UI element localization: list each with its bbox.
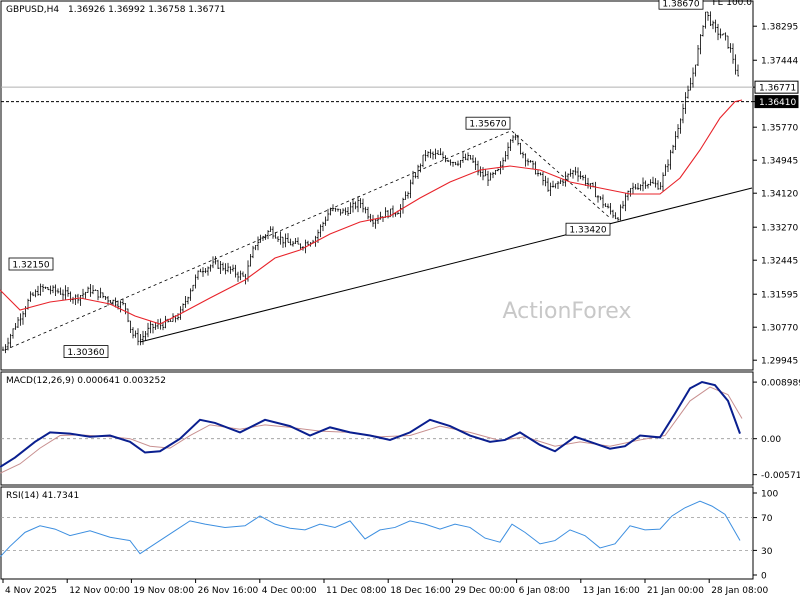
annotation-label: 1.33420 [565, 222, 611, 236]
annotation-box [63, 345, 109, 359]
time-axis-label: 6 Jan 08:00 [519, 586, 571, 596]
macd-signal-line [0, 386, 743, 474]
price-axis-label: 1.34945 [761, 157, 798, 167]
watermark: ActionForex [503, 299, 632, 324]
channel-dashed-line-1 [4, 130, 511, 351]
annotation-box [658, 0, 704, 10]
price-layer: 1.38670 1.35670 1.33420 1.32150 1.30360 [0, 0, 753, 358]
macd-main-line [0, 380, 741, 468]
time-axis-label: 28 Jan 08:00 [711, 586, 768, 596]
rsi-layer [0, 500, 753, 558]
annotation-label: 1.38670 [658, 0, 704, 10]
price-axis-label: 1.38295 [761, 23, 798, 33]
macd-title: MACD(12,26,9) 0.000641 0.003252 [6, 376, 166, 386]
annotation-text: 1.38670 [662, 0, 699, 10]
price-axis-label: 1.35770 [761, 124, 798, 134]
price-axis-label: 1.30770 [761, 324, 798, 334]
time-axis-label: 21 Jan 00:00 [647, 586, 704, 596]
price-axis-label: 1.29945 [761, 357, 798, 367]
macd-axis-label: -0.005715 [761, 471, 800, 481]
price-axis-label: 1.33270 [761, 224, 798, 234]
time-axis-label: 26 Nov 16:00 [198, 586, 259, 596]
price-panel-frame [0, 0, 754, 371]
annotation-box [8, 257, 54, 271]
symbol-label: GBPUSD,H4 1.36926 1.36992 1.36758 1.3677… [6, 5, 226, 15]
annotation-label: 1.30360 [63, 345, 109, 359]
symbol-text: GBPUSD,H4 [6, 5, 59, 15]
level-price-label: 1.36410 [759, 98, 796, 108]
price-axis-label: 1.34120 [761, 190, 798, 200]
current-price-label: 1.36771 [759, 84, 796, 94]
current-price-tag [754, 80, 799, 94]
macd-layer [0, 380, 753, 474]
macd-axis-label: 0.00 [761, 435, 781, 445]
rsi-axis-label: 30 [761, 547, 773, 557]
rsi-axis-label: 70 [761, 514, 773, 524]
price-axis-label: 1.32445 [761, 257, 798, 267]
rsi-axis-label: 0 [761, 572, 767, 582]
annotation-label: 1.35670 [465, 116, 511, 130]
level-price-tag [754, 95, 799, 109]
ohlc-text: 1.36926 1.36992 1.36758 1.36771 [68, 5, 225, 15]
rsi-title: RSI(14) 41.7341 [6, 491, 79, 501]
annotation-box [565, 222, 611, 236]
rsi-line [0, 500, 741, 558]
time-axis-label: 13 Jan 16:00 [583, 586, 640, 596]
axis-layer: 1.38295 1.37444 1.36771 1.36410 1.35770 1.349… [2, 23, 800, 596]
annotation-text: 1.33420 [569, 226, 606, 236]
top-right-label: FE 100.0 [713, 0, 753, 8]
price-axis-label: 1.37444 [761, 57, 798, 67]
time-axis-label: 19 Nov 08:00 [133, 586, 194, 596]
rsi-axis-label: 100 [761, 490, 778, 500]
channel-dashed-line-2 [511, 130, 611, 219]
time-axis-label: 4 Dec 00:00 [262, 586, 317, 596]
time-axis-label: 18 Dec 16:00 [390, 586, 451, 596]
rsi-panel-frame [0, 486, 754, 580]
time-axis-label: 4 Nov 2025 [5, 586, 57, 596]
annotation-box [465, 116, 511, 130]
macd-panel-frame [0, 371, 754, 486]
time-axis-label: 29 Dec 00:00 [454, 586, 515, 596]
time-axis-label: 12 Nov 00:00 [69, 586, 130, 596]
macd-axis-label: 0.008989 [761, 379, 800, 389]
time-axis-label: 11 Dec 08:00 [326, 586, 387, 596]
moving-average-line [0, 99, 743, 325]
price-axis-label: 1.31595 [761, 291, 798, 301]
annotation-text: 1.35670 [469, 120, 506, 130]
annotation-label: 1.32150 [8, 257, 54, 271]
annotation-text: 1.32150 [12, 261, 49, 271]
annotation-text: 1.30360 [67, 348, 104, 358]
trendline [139, 187, 753, 343]
